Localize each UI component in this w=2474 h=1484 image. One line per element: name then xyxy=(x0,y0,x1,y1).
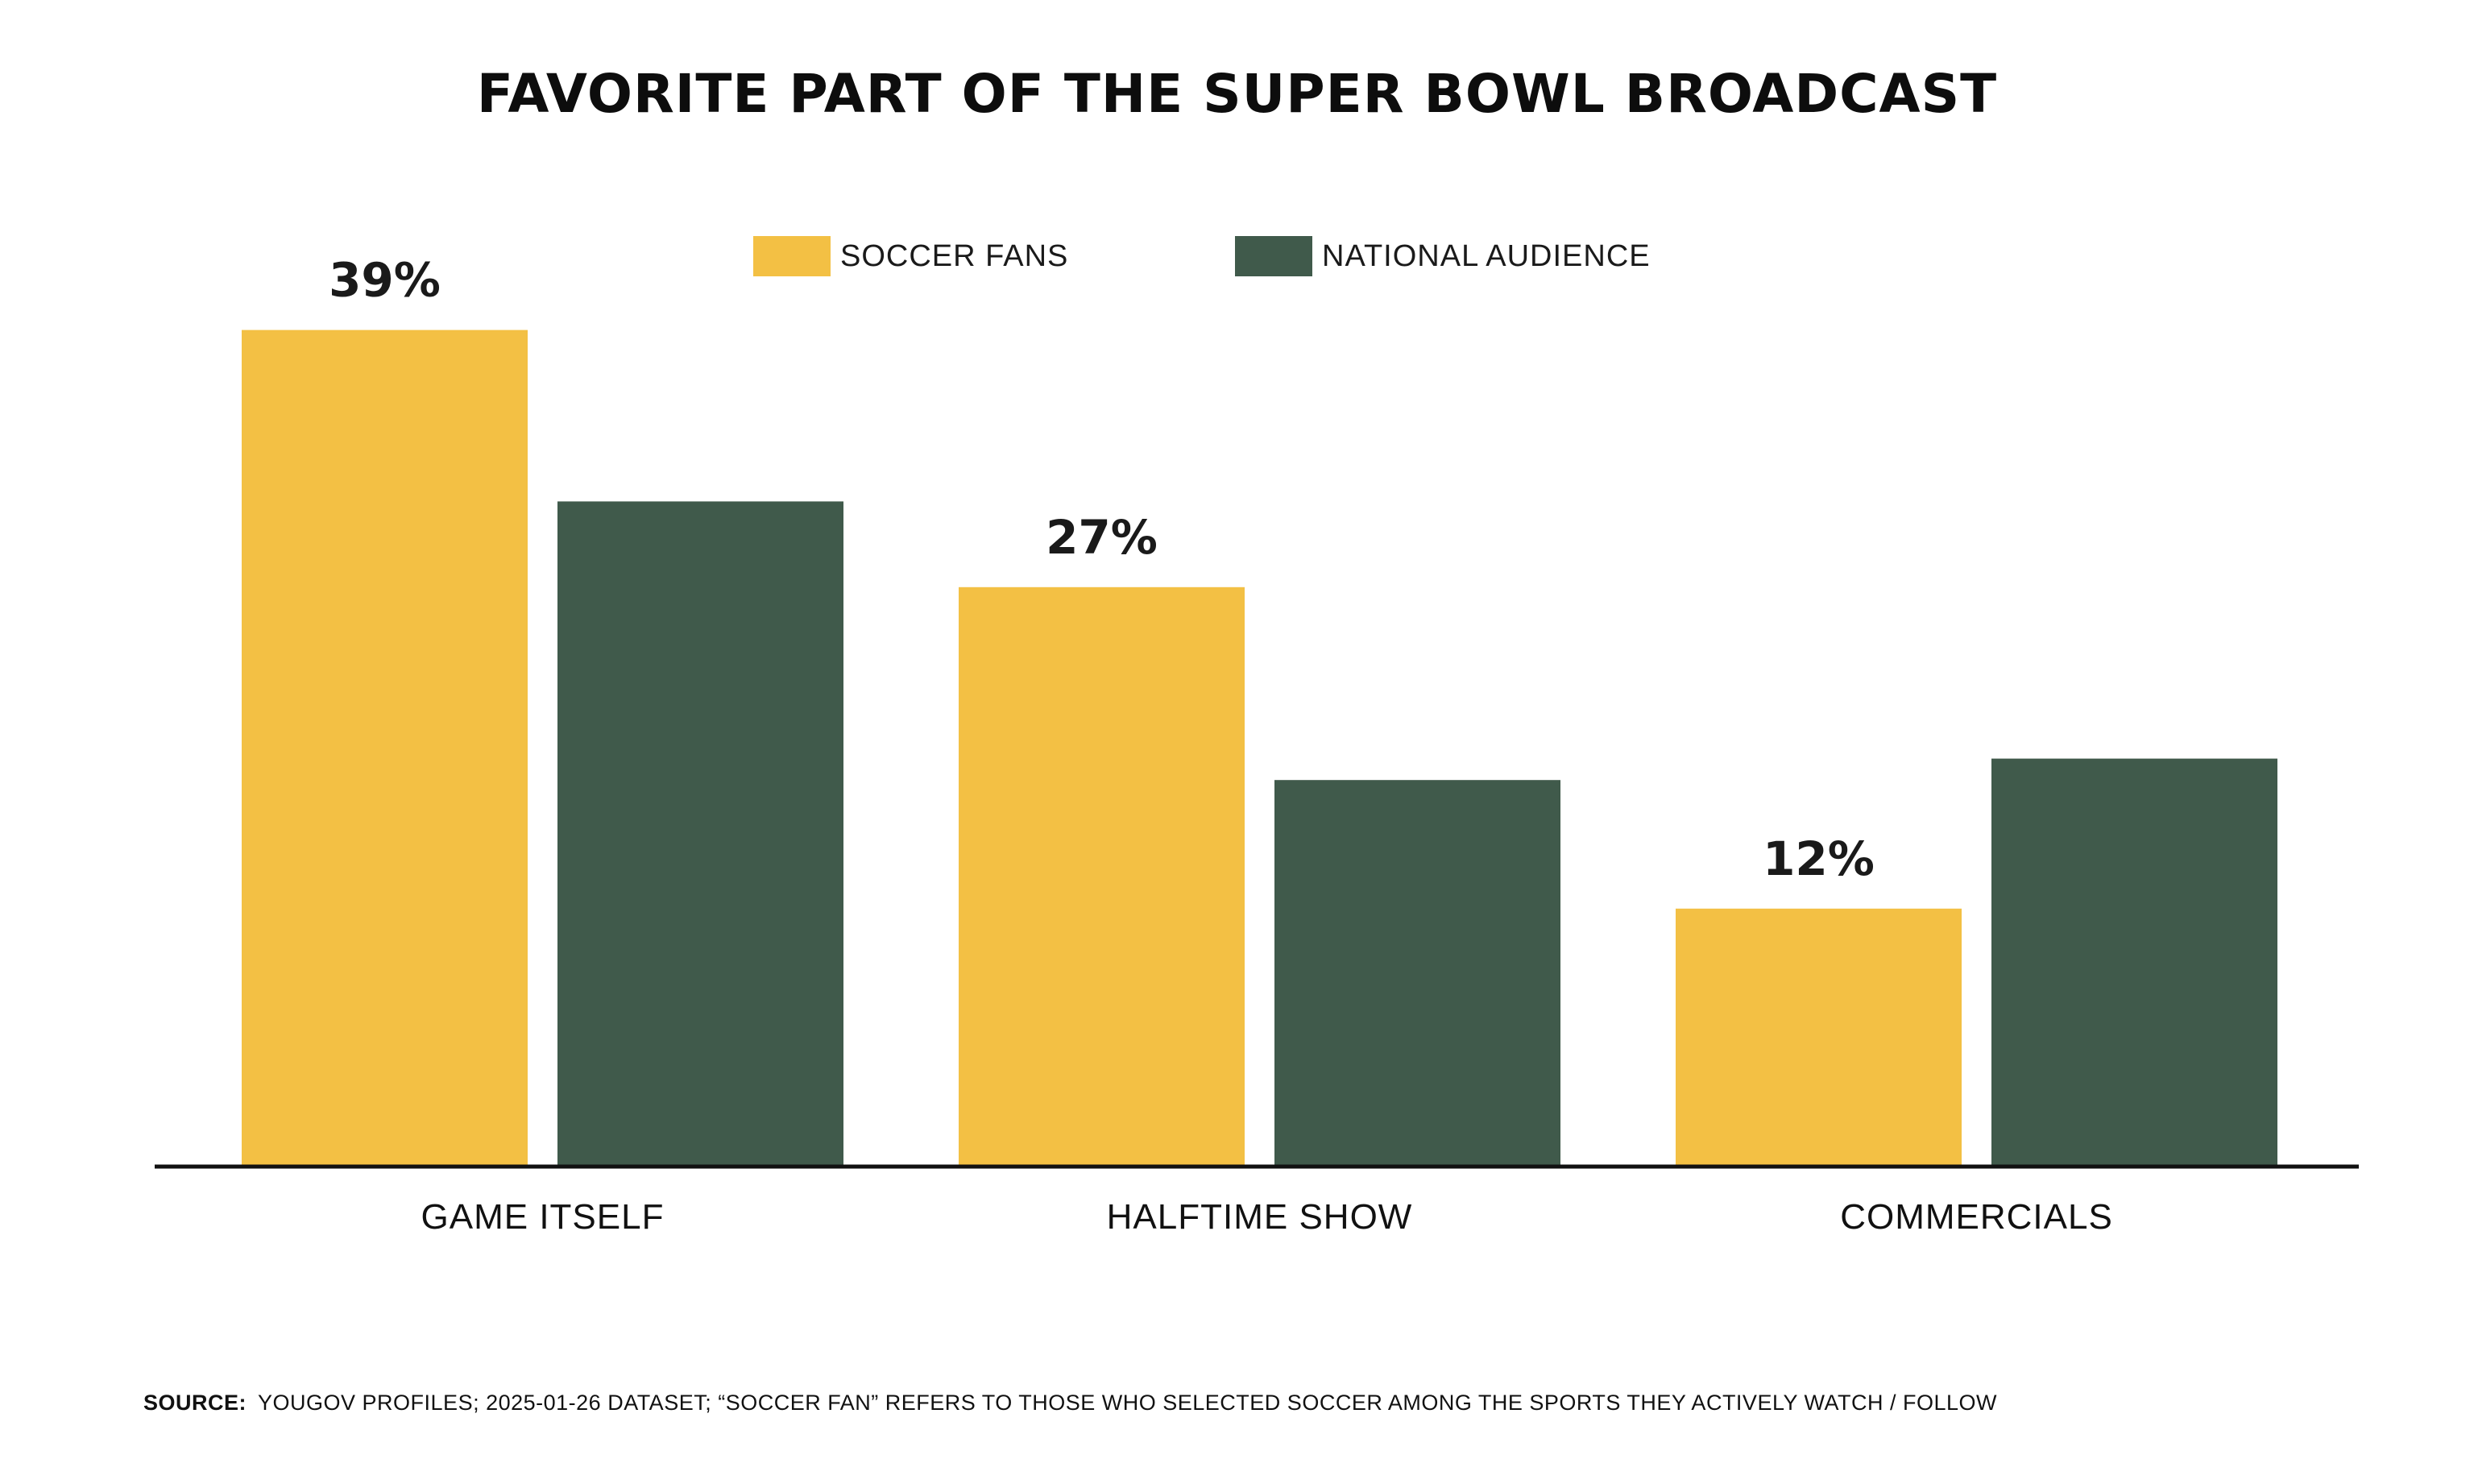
data-label-soccer-fans-3: 12% xyxy=(1763,831,1875,886)
legend-label-national-audience: NATIONAL AUDIENCE xyxy=(1322,238,1651,273)
bar-national-audience-2 xyxy=(1274,780,1560,1166)
data-label-soccer-fans-1: 39% xyxy=(329,253,441,308)
source-text: YOUGOV PROFILES; 2025-01-26 DATASET; “SO… xyxy=(258,1391,1997,1415)
bar-soccer-fans-3 xyxy=(1676,908,1962,1166)
legend-label-soccer-fans: SOCCER FANS xyxy=(840,238,1069,273)
data-label-soccer-fans-2: 27% xyxy=(1046,510,1158,565)
bar-national-audience-3 xyxy=(1991,758,2277,1166)
legend-swatch-soccer-fans xyxy=(753,236,831,276)
bar-soccer-fans-2 xyxy=(959,587,1245,1166)
bar-soccer-fans-1 xyxy=(242,330,528,1167)
category-label-3: COMMERCIALS xyxy=(1840,1197,2113,1237)
source-note: SOURCE: YOUGOV PROFILES; 2025-01-26 DATAS… xyxy=(143,1391,1997,1416)
chart-title: FAVORITE PART OF THE SUPER BOWL BROADCAS… xyxy=(476,63,1998,125)
category-label-1: GAME ITSELF xyxy=(421,1197,665,1237)
legend-swatch-national-audience xyxy=(1235,236,1312,276)
source-label: SOURCE: xyxy=(143,1391,247,1415)
legend-item-soccer-fans: SOCCER FANS xyxy=(753,235,1068,277)
category-label-2: HALFTIME SHOW xyxy=(1107,1197,1413,1237)
legend-item-national-audience: NATIONAL AUDIENCE xyxy=(1235,235,1651,277)
bar-national-audience-1 xyxy=(557,501,843,1166)
